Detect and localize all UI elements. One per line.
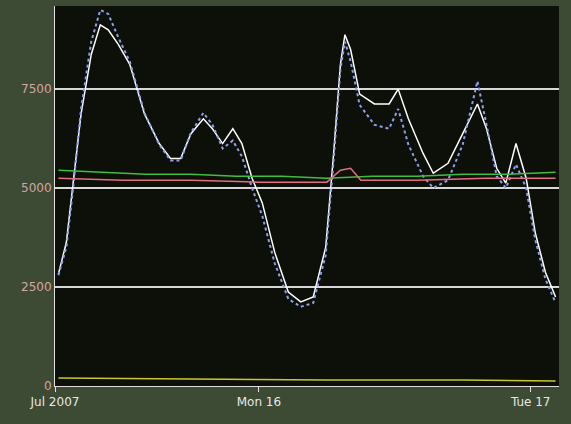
svg-text:0: 0 [44,379,52,393]
svg-text:Tue 17: Tue 17 [510,395,551,409]
svg-text:Jul 2007: Jul 2007 [30,395,80,409]
svg-text:7500: 7500 [21,82,52,96]
svg-text:5000: 5000 [21,181,52,195]
svg-text:Mon 16: Mon 16 [237,395,281,409]
svg-text:2500: 2500 [21,280,52,294]
